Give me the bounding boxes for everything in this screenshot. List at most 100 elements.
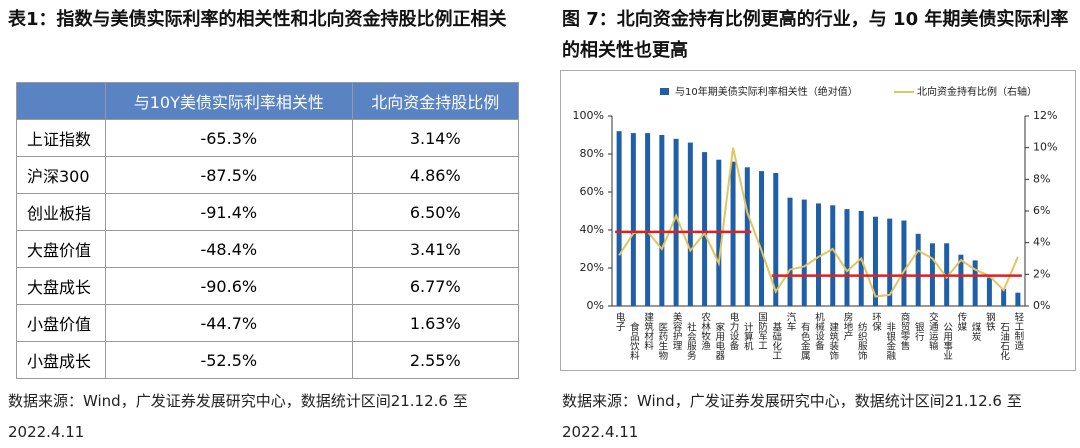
table-cell: 4.86%: [351, 156, 520, 194]
bar: [844, 209, 850, 306]
bar: [744, 167, 750, 306]
x-tick-label: 国防军工: [756, 312, 768, 350]
table-cell: 6.77%: [351, 267, 520, 305]
bar: [830, 205, 836, 306]
x-tick-label: 汽车: [785, 311, 797, 332]
x-tick-label: 纺织服饰: [856, 321, 868, 361]
bar: [645, 133, 651, 306]
y-tick-label: 80%: [580, 147, 604, 160]
bar: [915, 233, 921, 306]
line: [618, 147, 1019, 298]
table-cell: 3.41%: [351, 230, 520, 268]
table-row: 小盘价值 -44.7% 1.63%: [16, 304, 520, 342]
x-tick-label: 轻工制造: [1012, 311, 1024, 351]
x-tick-label: 建筑材料: [642, 311, 654, 351]
table-row: 大盘价值 -48.4% 3.41%: [16, 230, 520, 268]
x-tick-label: 医药生物: [656, 322, 668, 361]
x-tick-label: 钢铁: [984, 311, 996, 332]
y2-tick-label: 0%: [1033, 299, 1050, 312]
table-row: 上证指数 -65.3% 3.14%: [16, 119, 520, 157]
table-row: 大盘成长 -90.6% 6.77%: [16, 267, 520, 305]
chart-border: [560, 70, 1076, 371]
y2-tick-label: 12%: [1033, 109, 1057, 122]
y-tick-label: 20%: [580, 261, 604, 274]
bar: [759, 171, 765, 306]
bar: [872, 216, 878, 306]
x-tick-label: 计算机: [742, 321, 754, 351]
table-cell: -91.4%: [105, 193, 353, 231]
bar: [659, 135, 665, 306]
table-source: 数据来源：Wind，广发证券发展研究中心，数据统计区间21.12.6 至 202…: [8, 392, 468, 441]
table-cell: 小盘成长: [16, 341, 106, 379]
bar: [787, 197, 793, 306]
x-tick-label: 传媒: [955, 311, 967, 332]
x-tick-label: 有色金属: [799, 321, 811, 361]
x-tick-label: 社会服务: [685, 321, 697, 361]
x-tick-label: 煤炭: [970, 321, 982, 342]
table-cell: 2.55%: [351, 341, 520, 379]
bar: [901, 220, 907, 306]
bar: [958, 254, 964, 306]
x-tick-label: 非银金融: [884, 321, 896, 361]
y-tick-label: 0%: [587, 299, 604, 312]
chart-source: 数据来源：Wind，广发证券发展研究中心，数据统计区间21.12.6 至 202…: [562, 392, 1022, 441]
table-cell: 小盘价值: [16, 304, 106, 342]
x-tick-label: 石油石化: [998, 322, 1010, 361]
x-tick-label: 基础化工: [770, 321, 782, 360]
x-tick-label: 农林牧渔: [699, 311, 711, 350]
x-tick-label: 电子: [614, 311, 626, 331]
x-tick-label: 环保: [870, 312, 882, 332]
bar: [887, 218, 893, 306]
table-cell: -52.5%: [105, 341, 353, 379]
table-cell: 3.14%: [351, 119, 520, 157]
bar: [1015, 292, 1021, 306]
table-cell: 6.50%: [351, 193, 520, 231]
header-row: 与10Y美债实际利率相关性 北向资金持股比例: [16, 82, 520, 120]
bar: [730, 161, 736, 306]
x-tick-label: 商贸零售: [898, 311, 910, 351]
y-tick-label: 40%: [580, 223, 604, 236]
table-row: 小盘成长 -52.5% 2.55%: [16, 341, 520, 379]
legend-swatch: [660, 88, 669, 95]
bar: [673, 138, 679, 306]
bar: [972, 260, 978, 306]
table-cell: -44.7%: [105, 304, 353, 342]
table-cell: -90.6%: [105, 267, 353, 305]
y2-tick-label: 6%: [1033, 204, 1050, 217]
table-cell: -48.4%: [105, 230, 353, 268]
table-cell: 大盘价值: [16, 230, 106, 268]
header-cell: 与10Y美债实际利率相关性: [105, 82, 353, 120]
table-row: 创业板指 -91.4% 6.50%: [16, 193, 520, 231]
bar: [986, 277, 992, 306]
table-cell: 大盘成长: [16, 267, 106, 305]
table-cell: 上证指数: [16, 119, 106, 157]
legend-label: 北向资金持有比例（右轴）: [917, 85, 1037, 98]
y2-tick-label: 2%: [1033, 267, 1050, 280]
y2-tick-label: 4%: [1033, 236, 1050, 249]
bar: [702, 152, 708, 306]
y-tick-label: 60%: [580, 185, 604, 198]
y2-tick-label: 8%: [1033, 172, 1050, 185]
table: 与10Y美债实际利率相关性 北向资金持股比例 上证指数 -65.3% 3.14% 沪深…: [16, 82, 520, 379]
table-row: 沪深300 -87.5% 4.86%: [16, 156, 520, 194]
x-tick-label: 家用电器: [713, 321, 725, 360]
bar: [1001, 288, 1007, 306]
x-tick-label: 食品饮料: [628, 321, 640, 361]
bar: [687, 142, 693, 306]
table-cell: 沪深300: [16, 156, 106, 194]
legend-label: 与10年期美债实际利率相关性（绝对值）: [675, 85, 858, 98]
table-cell: -87.5%: [105, 156, 353, 194]
chart-title: 图 7：北向资金持有比例更高的行业，与 10 年期美债实际利率的相关性也更高: [562, 9, 1069, 61]
bar: [616, 131, 622, 306]
chart: 0% 20% 40% 60% 80% 100% 0% 2% 4% 6% 8% 10% 12% 与10年期美…: [560, 70, 1076, 371]
table-cell: 1.63%: [351, 304, 520, 342]
x-tick-label: 电力设备: [728, 311, 740, 351]
x-tick-label: 交通运输: [927, 311, 939, 351]
x-tick-label: 银行: [913, 321, 925, 342]
x-tick-label: 建筑装饰: [827, 321, 839, 361]
x-tick-label: 房地产: [841, 311, 853, 341]
header-cell: 北向资金持股比例: [351, 82, 520, 120]
table-cell: 创业板指: [16, 193, 106, 231]
header-cell: [16, 82, 106, 120]
